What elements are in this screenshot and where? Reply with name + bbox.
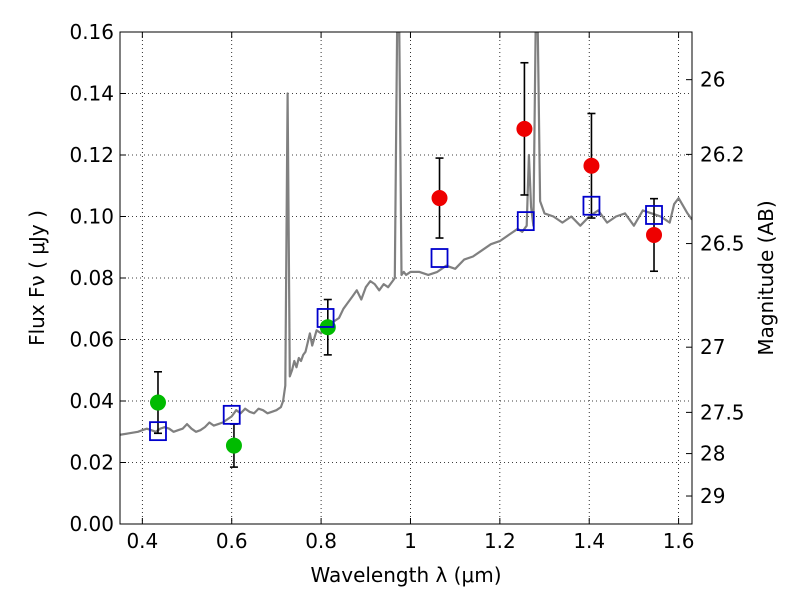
model-spectrum-line (120, 32, 692, 436)
y-tick-label: 0.08 (69, 266, 114, 290)
x-tick-label: 1.4 (573, 529, 605, 553)
y-tick-label: 0.14 (69, 82, 114, 106)
axis-ticks: 0.4 0.6 0.8 1 1.2 1.4 1.6 0.00 0.02 0.04 0.06 0.08 0… (69, 20, 744, 553)
x-tick-label: 1 (404, 529, 417, 553)
x-tick-label: 0.4 (126, 529, 158, 553)
right-tick-label: 29 (700, 484, 725, 508)
plot-area (120, 32, 692, 468)
model-band-square (222, 404, 241, 425)
plot-frame (119, 31, 693, 525)
data-point (225, 437, 242, 454)
model-band-square (149, 421, 167, 442)
model-band-square (430, 248, 449, 268)
y-tick-label: 0.16 (69, 20, 114, 44)
right-tick-label: 27 (700, 335, 725, 359)
x-tick-label: 1.6 (663, 529, 695, 553)
y-tick-label: 0.02 (69, 451, 114, 475)
right-tick-label: 26 (700, 68, 725, 92)
right-tick-label: 27.5 (700, 400, 745, 424)
model-band-square (582, 195, 601, 216)
y-axis-label: Flux Fν ( μJy ) (25, 210, 49, 346)
y-tick-label: 0.04 (69, 389, 114, 413)
data-point (646, 226, 663, 243)
y-tick-label: 0.00 (69, 512, 114, 536)
y-tick-label: 0.06 (69, 328, 114, 352)
x-axis-label: Wavelength λ (μm) (310, 563, 501, 587)
data-point (583, 157, 600, 174)
model-band-square (516, 211, 535, 232)
x-tick-label: 0.8 (305, 529, 337, 553)
model-band-square (316, 308, 335, 328)
x-tick-label: 1.2 (484, 529, 516, 553)
x-tick-label: 0.6 (216, 529, 248, 553)
data-point (149, 394, 166, 411)
data-point (431, 190, 448, 207)
right-tick-label: 26.5 (700, 232, 745, 256)
y-tick-label: 0.10 (69, 205, 114, 229)
grid-lines (120, 31, 692, 525)
right-tick-label: 28 (700, 442, 725, 466)
data-point (516, 120, 533, 137)
right-tick-label: 26.2 (700, 142, 745, 166)
model-band-square (645, 205, 663, 225)
y-tick-label: 0.12 (69, 143, 114, 167)
right-axis-label: Magnitude (AB) (754, 200, 778, 355)
